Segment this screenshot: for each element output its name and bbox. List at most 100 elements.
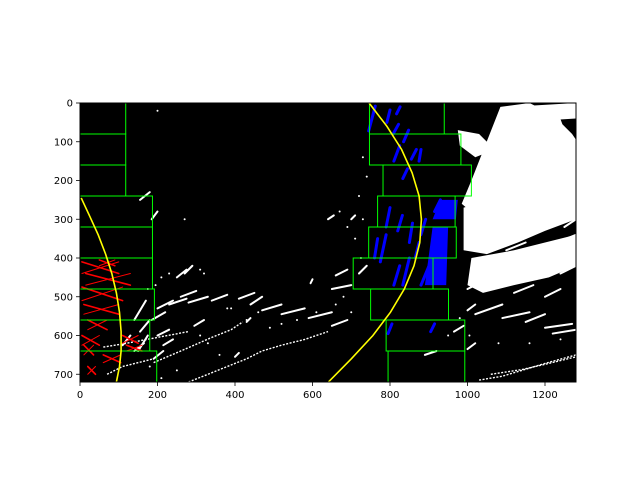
y-tick-label: 600 <box>54 331 73 342</box>
white-pixel-speck <box>365 175 368 178</box>
white-pixel-streak <box>544 214 562 228</box>
white-pixel-streak <box>261 303 283 312</box>
white-pixel-streak <box>237 291 256 300</box>
white-pixel-streak <box>187 295 209 304</box>
left-lane-pixel <box>98 259 116 267</box>
white-pixel-streak <box>175 268 188 279</box>
right-lane-pixel <box>396 213 404 233</box>
x-tick-label: 200 <box>148 390 167 401</box>
white-pixel-line <box>153 321 244 364</box>
white-pixel-streak <box>330 319 349 327</box>
white-pixels <box>103 103 576 382</box>
left-lane-pixel <box>87 366 96 375</box>
white-pixel-streak <box>466 303 477 312</box>
white-pixel-speck <box>346 226 349 228</box>
left-lane-pixel <box>81 261 120 274</box>
white-pixel-speck <box>350 311 353 314</box>
white-pixel-speck <box>338 210 341 213</box>
white-pixel-speck <box>257 311 260 314</box>
white-pixel-speck <box>160 377 163 380</box>
white-pixel-speck <box>218 353 221 356</box>
white-pixel-speck <box>334 303 337 306</box>
left-lane-pixel <box>87 319 108 331</box>
right-lane-pixel <box>391 122 401 136</box>
left-lane-pixel <box>126 344 143 352</box>
right-lane-pixel <box>392 264 402 287</box>
white-pixel-speck <box>447 334 450 337</box>
right-lane-pixel <box>386 322 394 336</box>
white-pixel-speck <box>168 272 171 275</box>
white-pixel-speck <box>160 276 163 279</box>
white-pixel-streak <box>482 179 504 190</box>
white-pixel-streak <box>121 334 132 347</box>
left-search-window <box>80 350 158 382</box>
left-lane-pixels <box>81 259 143 376</box>
y-tick-label: 100 <box>54 137 73 148</box>
white-pixel-streak <box>544 322 574 329</box>
x-tick-label: 400 <box>225 390 244 401</box>
white-pixel-patch <box>461 103 576 216</box>
y-tick-label: 400 <box>54 254 73 265</box>
white-pixel-line <box>103 330 189 348</box>
white-pixel-streak <box>179 289 198 298</box>
white-pixel-streak <box>474 303 504 316</box>
white-pixel-patch <box>463 188 576 255</box>
white-pixel-speck <box>156 109 159 112</box>
x-tick-label: 800 <box>380 390 399 401</box>
left-lane-pixel <box>83 304 120 315</box>
white-pixel-speck <box>458 317 461 320</box>
x-axis: 0 200 400 600 800 1000 1200 <box>77 382 558 401</box>
white-pixel-streak <box>330 284 353 290</box>
white-pixel-streak <box>193 319 205 327</box>
left-lane-pixel <box>85 273 131 286</box>
right-lane-pixel <box>401 256 411 287</box>
y-tick-label: 200 <box>54 176 73 187</box>
right-fit-curve <box>327 103 423 382</box>
white-pixel-streak <box>152 350 165 360</box>
white-pixel-streak <box>210 293 229 302</box>
white-pixel-streak <box>133 342 145 352</box>
white-pixel-speck <box>559 338 562 341</box>
white-pixel-speck <box>175 369 178 372</box>
white-pixel-speck <box>528 342 531 345</box>
right-lane-pixel <box>417 148 423 163</box>
white-pixel-patch <box>467 234 576 293</box>
white-pixel-streak <box>501 311 531 320</box>
white-pixel-streak <box>309 278 314 285</box>
right-lane-pixel <box>433 198 442 213</box>
white-pixel-streak <box>505 241 527 252</box>
white-pixel-streak <box>524 144 546 159</box>
white-pixel-speck <box>342 295 345 298</box>
right-search-window <box>387 350 466 382</box>
white-pixel-streak <box>156 299 174 310</box>
white-pixel-line <box>106 358 154 375</box>
right-lane-pixel <box>401 167 409 181</box>
white-pixel-patch <box>457 130 495 158</box>
white-pixel-streak <box>524 313 546 323</box>
white-pixel-speck <box>154 284 157 287</box>
y-axis: 0 100 200 300 400 500 600 700 <box>54 99 80 381</box>
white-pixel-speck <box>230 307 233 310</box>
white-pixel-streak <box>249 295 264 306</box>
x-tick-label: 600 <box>303 390 322 401</box>
right-lane-pixel <box>402 128 411 144</box>
white-pixel-streak <box>234 351 240 358</box>
y-tick-label: 0 <box>67 99 73 110</box>
white-pixel-streak <box>423 350 438 356</box>
white-pixel-line <box>490 356 576 375</box>
white-pixel-streak <box>133 299 147 321</box>
left-lane-pixel <box>102 354 122 364</box>
white-pixel-speck <box>268 326 271 329</box>
white-pixel-streak <box>513 284 535 294</box>
plot-frame <box>79 102 577 383</box>
white-pixel-speck <box>245 319 248 321</box>
y-tick-label: 500 <box>54 292 73 303</box>
right-lane-pixels <box>367 104 458 336</box>
x-tick-label: 1000 <box>455 390 480 401</box>
white-pixel-speck <box>199 334 202 337</box>
white-pixel-speck <box>358 195 360 197</box>
x-tick-label: 0 <box>77 390 83 401</box>
white-pixel-streak <box>358 264 368 275</box>
white-pixel-speck <box>148 365 151 368</box>
